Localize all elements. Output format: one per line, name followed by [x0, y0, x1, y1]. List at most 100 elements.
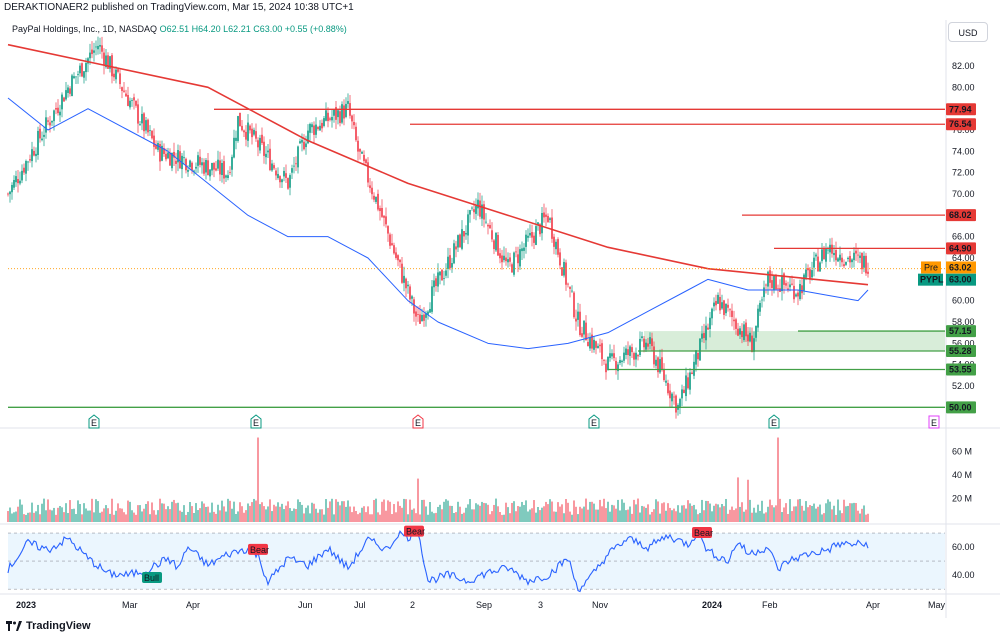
candle — [515, 246, 517, 258]
candle-body — [545, 214, 547, 217]
volume-bar — [513, 501, 515, 522]
symbol-legend: PayPal Holdings, Inc., 1D, NASDAQ O62.51… — [12, 24, 347, 34]
footer: TradingView — [6, 620, 91, 632]
candle-body — [575, 318, 577, 322]
candle — [727, 298, 729, 312]
volume-bar — [387, 500, 389, 522]
volume-bar — [863, 505, 865, 522]
volume-bar — [431, 511, 433, 522]
candle-body — [11, 184, 13, 193]
candle-body — [309, 123, 311, 133]
candle — [487, 223, 489, 235]
candle-body — [331, 116, 333, 121]
candle-body — [753, 338, 755, 352]
candle — [175, 152, 177, 174]
candle — [457, 234, 459, 252]
open-value: O62.51 — [159, 24, 190, 34]
volume-bar — [325, 499, 327, 522]
candle — [23, 163, 25, 175]
candle — [361, 150, 363, 154]
candle — [535, 219, 537, 246]
volume-bar — [261, 502, 263, 522]
candle-body — [235, 137, 237, 141]
volume-bar — [497, 506, 499, 522]
candle — [777, 284, 779, 298]
candle — [543, 203, 545, 223]
candle-body — [847, 257, 849, 260]
candle-body — [481, 204, 483, 219]
volume-bar — [479, 505, 481, 522]
candle-body — [703, 333, 705, 339]
candle-body — [643, 338, 645, 348]
candle-body — [477, 199, 479, 209]
candle-body — [381, 207, 383, 217]
volume-bar — [589, 501, 591, 522]
candle-body — [55, 108, 57, 110]
volume-bar — [235, 513, 237, 522]
candle-body — [515, 251, 517, 253]
candle-body — [675, 395, 677, 413]
volume-bar — [467, 504, 469, 522]
volume-bar — [363, 506, 365, 522]
candle — [807, 264, 809, 277]
volume-bar — [481, 501, 483, 522]
candle-body — [497, 234, 499, 256]
volume-bar — [369, 514, 371, 522]
candle-body — [867, 271, 869, 274]
volume-bar — [427, 514, 429, 522]
volume-bar — [529, 509, 531, 522]
volume-bar — [33, 512, 35, 522]
candle — [89, 43, 91, 65]
candle-body — [733, 319, 735, 322]
volume-bar — [237, 511, 239, 522]
candle-body — [75, 76, 77, 78]
candle-body — [449, 255, 451, 269]
volume-bar — [395, 512, 397, 522]
price-tick-label: 60.00 — [952, 296, 975, 306]
candle — [383, 215, 385, 227]
candle — [469, 209, 471, 223]
candle — [7, 192, 9, 197]
volume-bar — [383, 499, 385, 522]
candle-body — [251, 128, 253, 138]
volume-bar — [77, 500, 79, 522]
candle-body — [29, 159, 31, 161]
candle — [397, 254, 399, 267]
level-label-bg — [946, 325, 976, 338]
candle — [219, 151, 221, 182]
volume-bar — [285, 505, 287, 522]
candle-body — [249, 125, 251, 131]
candle — [467, 209, 469, 245]
candle — [755, 325, 757, 342]
volume-bar — [747, 479, 749, 522]
candle — [849, 251, 851, 268]
candle-body — [7, 193, 9, 195]
volume-bar — [623, 502, 625, 522]
candle — [593, 336, 595, 353]
candle-body — [519, 249, 521, 267]
candle-body — [851, 259, 853, 263]
currency-button[interactable]: USD — [948, 22, 988, 42]
candle — [299, 138, 301, 144]
volume-bar — [721, 503, 723, 522]
volume-bar — [313, 503, 315, 522]
candle — [669, 383, 671, 408]
candle-body — [153, 135, 155, 147]
volume-bar — [483, 502, 485, 522]
candle-body — [469, 210, 471, 215]
volume-bar — [227, 498, 229, 522]
candle — [287, 177, 289, 190]
volume-bar — [135, 514, 137, 522]
volume-bar — [329, 501, 331, 522]
candle — [91, 41, 93, 59]
support-zone — [644, 331, 945, 352]
volume-bar — [435, 512, 437, 522]
candle — [481, 195, 483, 226]
candle-body — [37, 130, 39, 155]
candle-body — [415, 311, 417, 317]
candle — [531, 224, 533, 247]
candle-body — [513, 252, 515, 275]
volume-bar — [557, 502, 559, 522]
volume-bar — [843, 499, 845, 522]
volume-bar — [867, 513, 869, 522]
